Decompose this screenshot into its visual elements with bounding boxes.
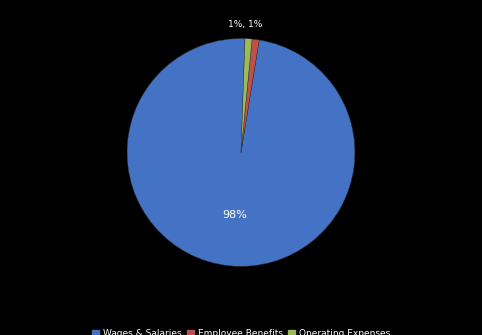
Legend: Wages & Salaries, Employee Benefits, Operating Expenses: Wages & Salaries, Employee Benefits, Ope… <box>88 325 394 335</box>
Wedge shape <box>241 39 252 152</box>
Wedge shape <box>241 39 259 152</box>
Wedge shape <box>127 39 355 266</box>
Text: 1%, 1%: 1%, 1% <box>228 20 263 29</box>
Text: 98%: 98% <box>223 210 247 220</box>
